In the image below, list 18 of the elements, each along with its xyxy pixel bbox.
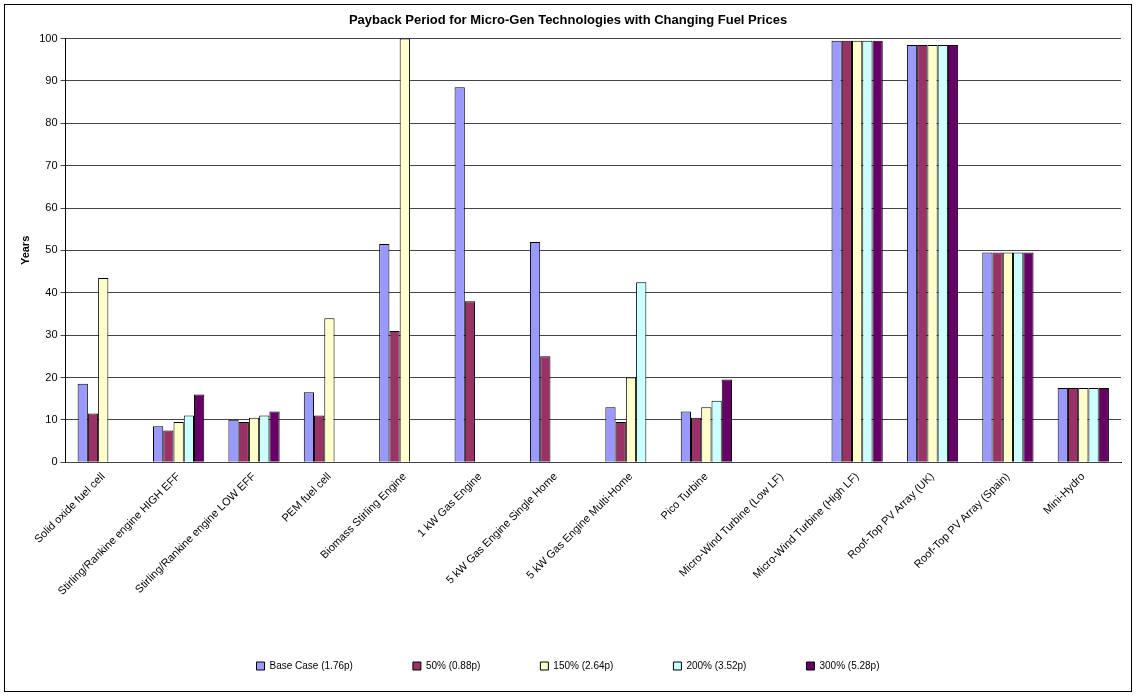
- legend-label: 200% (3.52p): [686, 659, 747, 671]
- y-tick-label: 0: [51, 455, 58, 468]
- y-tick-label: 50: [45, 243, 58, 256]
- legend-label: 50% (0.88p): [425, 659, 481, 671]
- y-axis-title: Years: [18, 235, 31, 266]
- y-tick-label: 100: [39, 31, 58, 44]
- y-tick-label: 30: [45, 328, 58, 341]
- legend-label: 300% (5.28p): [819, 659, 880, 671]
- y-tick-label: 90: [45, 73, 58, 86]
- y-tick-label: 80: [45, 116, 58, 129]
- y-tick-label: 40: [45, 285, 58, 298]
- y-tick-label: 10: [45, 412, 58, 425]
- y-tick-label: 20: [45, 370, 58, 383]
- legend-label: 150% (2.64p): [553, 659, 614, 671]
- legend-label: Base Case (1.76p): [269, 659, 353, 671]
- y-tick-label: 60: [45, 201, 58, 214]
- y-tick-label: 70: [45, 158, 58, 171]
- chart-title: Payback Period for Micro-Gen Technologies with Changing Fuel Prices: [348, 12, 788, 28]
